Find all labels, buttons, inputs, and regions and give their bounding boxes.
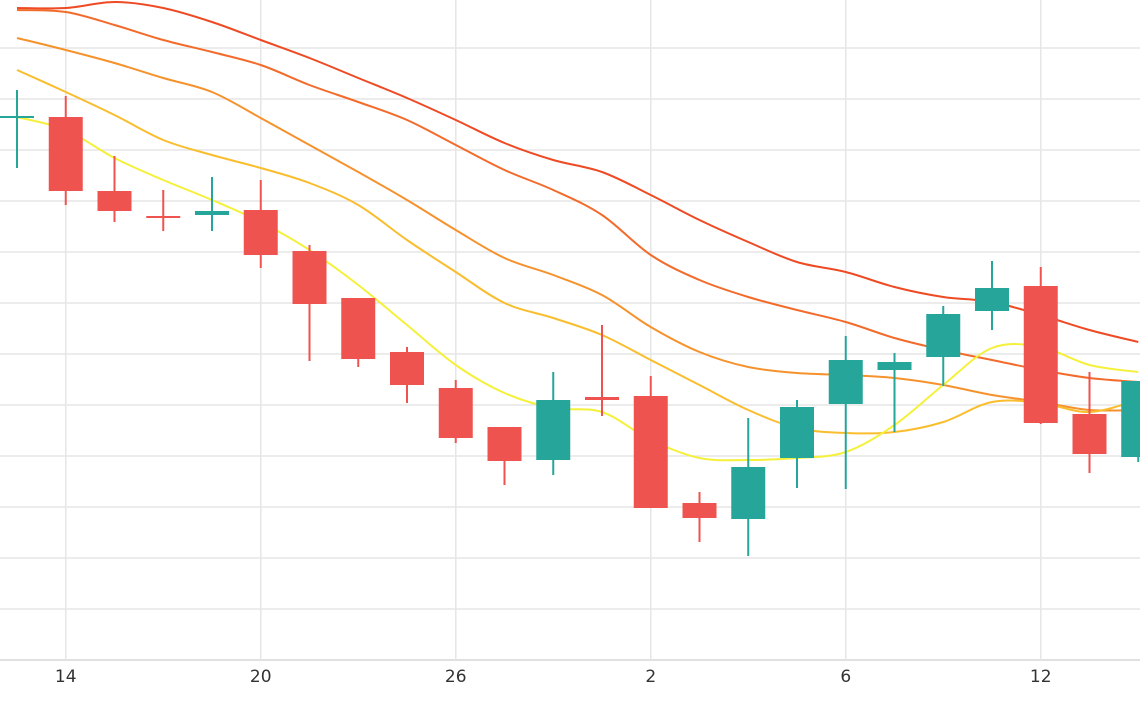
candle-body bbox=[97, 191, 132, 211]
candle-body bbox=[585, 397, 619, 400]
candle-body bbox=[48, 117, 83, 191]
moving-average-line bbox=[16, 116, 1139, 462]
candle-body bbox=[243, 210, 278, 255]
candle-body bbox=[780, 407, 814, 458]
candle-body bbox=[633, 396, 668, 508]
x-tick-label: 26 bbox=[445, 667, 467, 687]
candle-body bbox=[731, 467, 766, 519]
moving-average-line bbox=[16, 0, 1139, 343]
candle-body bbox=[0, 116, 34, 118]
candle-body bbox=[292, 251, 327, 304]
candle-body bbox=[487, 427, 522, 461]
candle-body bbox=[146, 216, 181, 218]
moving-average-line bbox=[16, 69, 1139, 435]
candle-body bbox=[975, 288, 1009, 311]
candle-body bbox=[536, 400, 571, 460]
moving-average-line bbox=[16, 37, 1139, 412]
x-tick-label: 2 bbox=[645, 667, 656, 687]
candle-body bbox=[1072, 414, 1107, 454]
candle-body bbox=[1023, 286, 1058, 423]
candle-body bbox=[682, 503, 717, 518]
candle-body bbox=[926, 314, 961, 357]
candle-body bbox=[1121, 381, 1140, 457]
x-tick-label: 6 bbox=[840, 667, 851, 687]
x-tick-label: 12 bbox=[1030, 667, 1052, 687]
candle-body bbox=[438, 388, 473, 438]
candle-body bbox=[341, 298, 376, 359]
candle-body bbox=[390, 352, 424, 385]
candle-body bbox=[877, 362, 912, 370]
x-tick-label: 14 bbox=[55, 667, 77, 687]
x-tick-label: 20 bbox=[250, 667, 272, 687]
candle-body bbox=[195, 211, 229, 215]
candle-body bbox=[828, 360, 863, 404]
